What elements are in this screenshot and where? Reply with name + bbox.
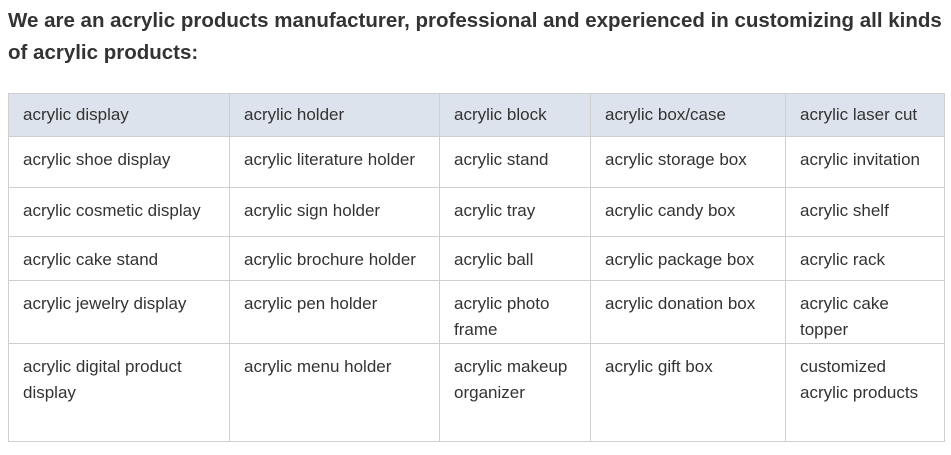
table-cell: acrylic cake stand [8, 236, 230, 281]
product-table: acrylic display acrylic holder acrylic blo… [8, 93, 945, 442]
table-cell: acrylic package box [590, 236, 786, 281]
table-cell: acrylic ball [439, 236, 591, 281]
table-cell: acrylic cosmetic display [8, 187, 230, 237]
table-header-row: acrylic display acrylic holder acrylic blo… [8, 93, 945, 137]
table-cell: acrylic storage box [590, 136, 786, 188]
table-cell: acrylic shoe display [8, 136, 230, 188]
table-row: acrylic digital product display acrylic m… [8, 343, 945, 442]
table-cell: acrylic literature holder [229, 136, 440, 188]
table-row: acrylic shoe display acrylic literature h… [8, 136, 945, 188]
table-cell: acrylic sign holder [229, 187, 440, 237]
table-cell: acrylic stand [439, 136, 591, 188]
header-cell: acrylic holder [229, 93, 440, 137]
table-cell: acrylic makeup organizer [439, 343, 591, 442]
table-cell: acrylic cake topper [785, 280, 945, 344]
header-cell: acrylic block [439, 93, 591, 137]
table-cell: acrylic digital product display [8, 343, 230, 442]
table-row: acrylic cosmetic display acrylic sign hol… [8, 187, 945, 237]
header-cell: acrylic display [8, 93, 230, 137]
table-cell: acrylic candy box [590, 187, 786, 237]
table-cell: acrylic photo frame [439, 280, 591, 344]
table-row: acrylic cake stand acrylic brochure holde… [8, 236, 945, 281]
header-cell: acrylic laser cut [785, 93, 945, 137]
table-cell: acrylic pen holder [229, 280, 440, 344]
page-heading: We are an acrylic products manufacturer,… [8, 9, 942, 64]
table-cell: acrylic rack [785, 236, 945, 281]
table-row: acrylic jewelry display acrylic pen holde… [8, 280, 945, 344]
table-cell: acrylic donation box [590, 280, 786, 344]
table-cell: customized acrylic products [785, 343, 945, 442]
table-cell: acrylic shelf [785, 187, 945, 237]
table-cell: acrylic tray [439, 187, 591, 237]
table-cell: acrylic invitation [785, 136, 945, 188]
table-cell: acrylic menu holder [229, 343, 440, 442]
table-cell: acrylic jewelry display [8, 280, 230, 344]
table-cell: acrylic gift box [590, 343, 786, 442]
table-cell: acrylic brochure holder [229, 236, 440, 281]
header-cell: acrylic box/case [590, 93, 786, 137]
